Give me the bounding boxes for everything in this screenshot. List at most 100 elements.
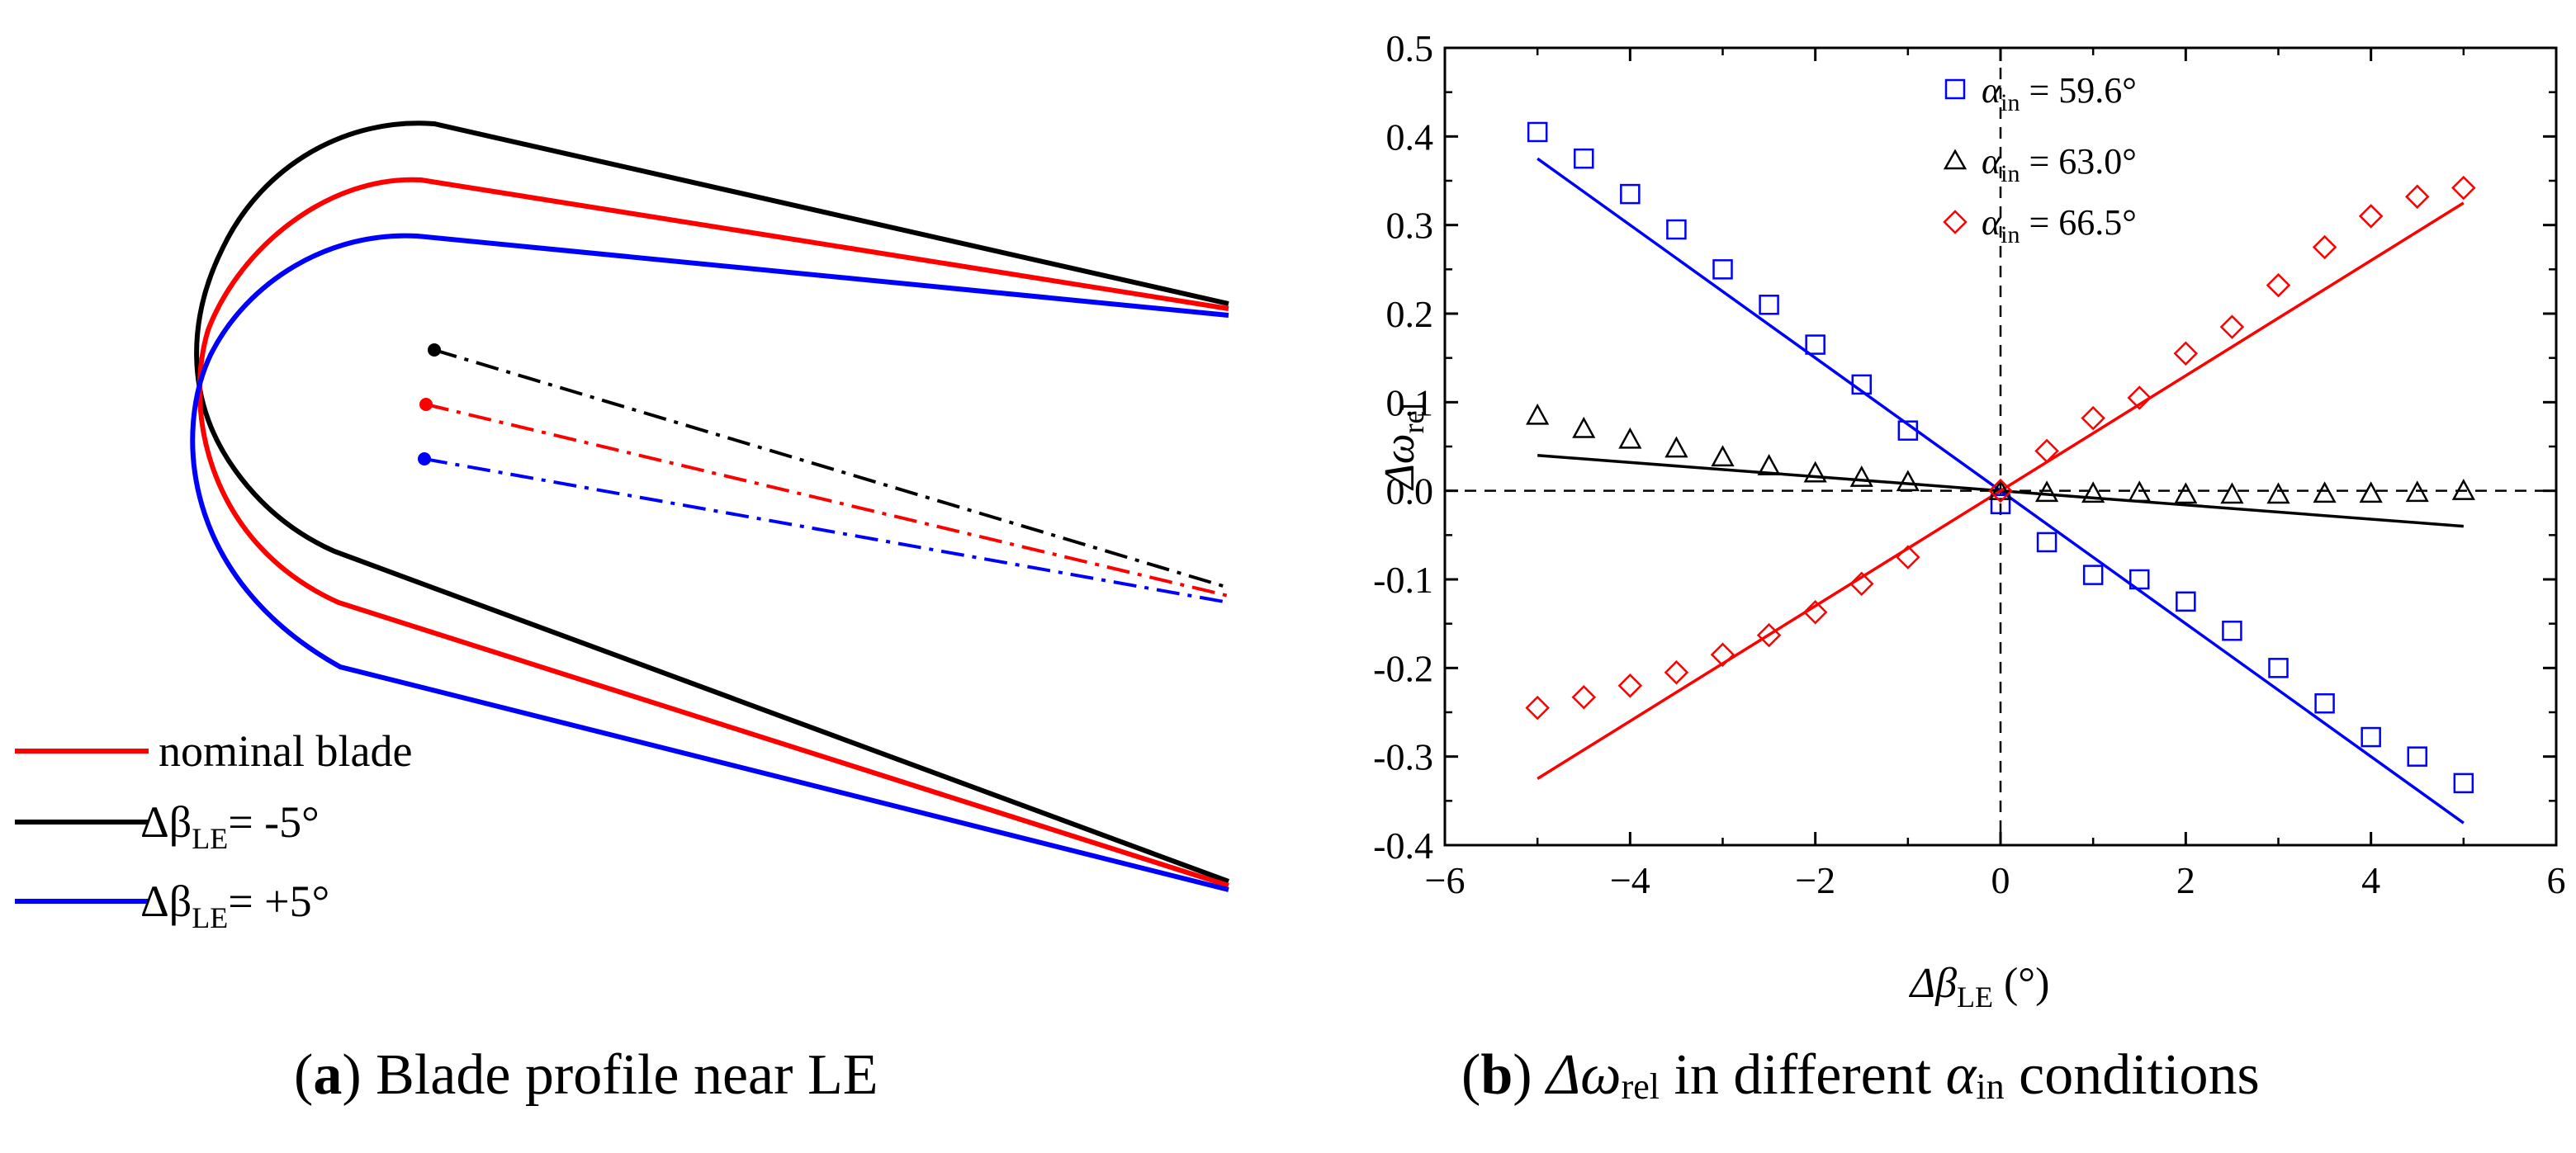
data-point-diamond <box>2219 314 2245 339</box>
legend-label-59-6: αin = 59.6° <box>1982 70 2137 116</box>
legend-marker-triangle <box>1943 149 1968 170</box>
data-point-square <box>2361 726 2381 748</box>
data-point-diamond <box>2081 405 2105 431</box>
x-tick-label: 6 <box>2547 859 2566 901</box>
data-point-diamond <box>1710 642 1735 668</box>
chord-point-minus5 <box>428 343 441 357</box>
legend-label-minus5: ΔβLE= -5° <box>140 797 320 855</box>
data-point-triangle <box>2128 480 2152 503</box>
y-tick-label: -0.2 <box>1373 647 1433 689</box>
legend-marker-diamond <box>1943 210 1968 234</box>
chord-line-plus5 <box>424 457 1229 604</box>
data-point-triangle <box>2451 479 2475 500</box>
data-point-diamond <box>1849 571 1874 597</box>
data-point-diamond <box>1571 684 1597 710</box>
chord-point-nominal <box>419 398 433 411</box>
data-point-triangle <box>2174 482 2198 504</box>
data-point-triangle <box>2034 480 2059 503</box>
data-point-square <box>1527 121 1548 143</box>
data-point-square <box>2036 532 2057 553</box>
data-point-triangle <box>1526 403 1550 425</box>
data-point-triangle <box>2220 482 2244 504</box>
y-tick-label: 0.1 <box>1386 381 1434 423</box>
y-tick-label: -0.4 <box>1373 825 1433 867</box>
fit-line-diamond <box>1537 201 2465 780</box>
chart-legend: αin = 59.6° αin = 63.0° αin = 66.5° <box>1943 70 2137 248</box>
x-tick-label: 4 <box>2361 859 2380 901</box>
chart-fit-lines <box>1537 157 2465 825</box>
data-point-diamond <box>1664 659 1689 685</box>
chart-tick-labels: −6 −4 −2 0 2 4 6 -0.4 -0.3 -0.2 -0.1 0.0 0.1 0.2 0.3 0.… <box>1373 27 2565 901</box>
data-point-square <box>1897 420 1919 441</box>
data-point-square <box>1990 494 2011 515</box>
chord-point-plus5 <box>418 452 431 465</box>
data-point-square <box>2407 746 2427 767</box>
data-point-triangle <box>1757 454 1781 475</box>
legend-label-66-5: αin = 66.5° <box>1982 202 2137 248</box>
data-point-square <box>1712 259 1733 280</box>
data-point-diamond <box>1756 622 1782 648</box>
data-point-square <box>2176 591 2196 612</box>
blade-profile-plus5 <box>190 233 1229 892</box>
data-point-square <box>1759 295 1779 315</box>
caption-b: (b) Δωrel in different αin conditions <box>1461 1043 2260 1107</box>
data-point-triangle <box>1664 436 1688 458</box>
data-point-diamond <box>1617 673 1643 698</box>
data-point-triangle <box>2405 480 2429 503</box>
data-point-triangle <box>1803 461 1827 483</box>
data-point-triangle <box>1711 445 1735 467</box>
data-point-square <box>2453 773 2474 794</box>
data-point-triangle <box>2266 482 2290 504</box>
data-point-triangle <box>2313 481 2337 503</box>
data-point-diamond <box>2034 438 2059 464</box>
data-point-square <box>1805 334 1825 355</box>
data-point-diamond <box>2358 204 2384 229</box>
data-point-triangle <box>1618 427 1642 449</box>
chord-line-minus5 <box>433 348 1229 589</box>
data-point-square <box>2268 658 2289 678</box>
panel-a: nominal blade ΔβLE= -5° ΔβLE= +5° <box>15 120 1230 934</box>
y-tick-label: -0.1 <box>1373 559 1433 601</box>
x-tick-label: 2 <box>2176 859 2195 901</box>
data-point-square <box>1666 219 1687 240</box>
data-point-square <box>2129 569 2150 590</box>
data-point-triangle <box>2359 481 2383 503</box>
data-point-diamond <box>2451 175 2476 201</box>
caption-a: (a) Blade profile near LE <box>294 1043 878 1107</box>
panel-b: −6 −4 −2 0 2 4 6 -0.4 -0.3 -0.2 -0.1 0.0 0.1 0.2 0.3 0.… <box>1373 27 2565 1014</box>
legend-label-nominal: nominal blade <box>159 726 412 776</box>
panel-a-legend: nominal blade ΔβLE= -5° ΔβLE= +5° <box>15 726 412 934</box>
data-point-square <box>2082 565 2104 585</box>
y-tick-label: 0.0 <box>1386 470 1434 513</box>
legend-marker-square <box>1944 78 1966 100</box>
data-point-square <box>1620 183 1641 205</box>
data-point-square <box>2222 621 2242 641</box>
data-point-triangle <box>1988 479 2013 500</box>
data-point-diamond <box>1988 478 2013 503</box>
x-tick-label: −4 <box>1610 859 1650 901</box>
y-axis-label: Δωrel <box>1376 402 1430 490</box>
data-point-diamond <box>2266 272 2291 298</box>
y-tick-label: 0.2 <box>1386 293 1434 335</box>
data-point-square <box>1574 148 1594 169</box>
chart-ticks <box>1443 46 2558 847</box>
data-point-triangle <box>1572 416 1596 438</box>
x-tick-label: 0 <box>1991 859 2010 901</box>
data-point-diamond <box>1525 695 1550 721</box>
legend-label-63-0: αin = 63.0° <box>1982 141 2137 187</box>
blade-profile-minus5 <box>194 120 1230 884</box>
data-point-diamond <box>1802 599 1828 625</box>
data-point-triangle <box>1849 465 1873 487</box>
data-point-triangle <box>2081 481 2105 503</box>
data-point-diamond <box>2312 234 2337 260</box>
y-tick-label: 0.3 <box>1386 205 1434 247</box>
data-point-square <box>1851 374 1872 395</box>
data-point-diamond <box>2404 184 2430 210</box>
blade-profile-nominal <box>197 177 1229 888</box>
data-point-diamond <box>2127 385 2152 410</box>
data-point-diamond <box>1896 545 1920 569</box>
data-point-triangle <box>1896 470 1920 492</box>
chart-markers <box>1525 121 2476 794</box>
y-tick-label: 0.4 <box>1386 116 1434 158</box>
